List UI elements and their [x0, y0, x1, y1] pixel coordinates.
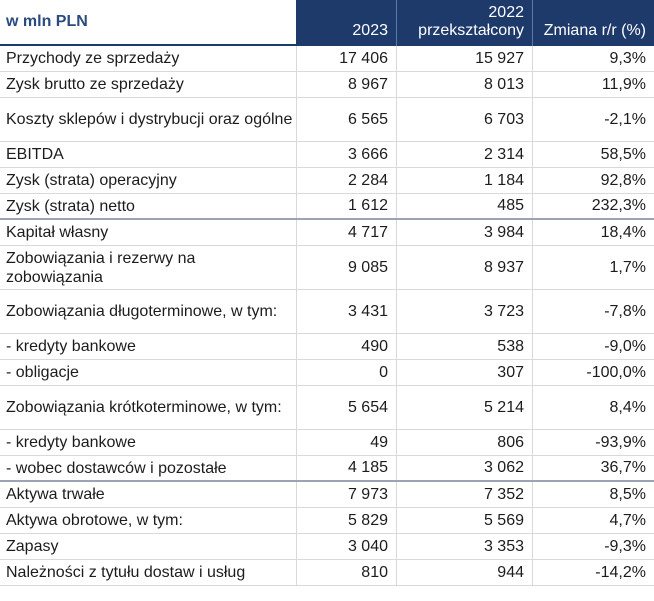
value-2023: 17 406: [296, 46, 396, 71]
table-row: EBITDA 3 666 2 314 58,5%: [0, 142, 654, 168]
table-row: Zobowiązania długoterminowe, w tym: 3 43…: [0, 290, 654, 334]
row-label: Koszty sklepów i dystrybucji oraz ogólne: [6, 111, 293, 128]
table-row: Przychody ze sprzedaży 17 406 15 927 9,3…: [0, 46, 654, 72]
value-2022: 1 184: [396, 168, 532, 193]
value-change: 1,7%: [532, 246, 654, 289]
value-2022: 6 703: [396, 98, 532, 141]
table-header: w mln PLN 2023 2022 przekształcony Zmiana…: [0, 0, 654, 46]
value-2023: 4 185: [296, 456, 396, 480]
value-change: -14,2%: [532, 560, 654, 585]
value-change: 9,3%: [532, 46, 654, 71]
value-change: -93,9%: [532, 430, 654, 455]
value-2022: 15 927: [396, 46, 532, 71]
value-change: 36,7%: [532, 456, 654, 480]
value-2023: 1 612: [296, 194, 396, 218]
value-2023: 9 085: [296, 246, 396, 289]
row-label: - kredyty bankowe: [6, 338, 136, 355]
row-label: Zysk brutto ze sprzedaży: [6, 76, 184, 93]
value-change: 92,8%: [532, 168, 654, 193]
value-2022: 538: [396, 334, 532, 359]
value-2023: 8 967: [296, 72, 396, 97]
value-2022: 8 013: [396, 72, 532, 97]
table-row: - obligacje 0 307 -100,0%: [0, 360, 654, 386]
table-row: Zysk (strata) netto 1 612 485 232,3%: [0, 194, 654, 220]
value-2022: 3 062: [396, 456, 532, 480]
row-label: Aktywa trwałe: [6, 486, 105, 503]
value-2023: 6 565: [296, 98, 396, 141]
value-change: 58,5%: [532, 142, 654, 167]
row-label: Zobowiązania i rezerwy na zobowiązania: [6, 249, 196, 286]
table-row: - kredyty bankowe 49 806 -93,9%: [0, 430, 654, 456]
value-2023: 49: [296, 430, 396, 455]
table-row: Należności z tytułu dostaw i usług 810 9…: [0, 560, 654, 586]
value-2023: 3 040: [296, 534, 396, 559]
financial-table: w mln PLN 2023 2022 przekształcony Zmiana…: [0, 0, 654, 586]
table-row: Zysk brutto ze sprzedaży 8 967 8 013 11,…: [0, 72, 654, 98]
row-label: Przychody ze sprzedaży: [6, 50, 180, 67]
table-row: Zobowiązania i rezerwy na zobowiązania 9…: [0, 246, 654, 290]
value-2022: 3 353: [396, 534, 532, 559]
column-header-2022: 2022 przekształcony: [396, 0, 532, 46]
column-header-2022-note: przekształcony: [418, 22, 524, 39]
value-change: -9,3%: [532, 534, 654, 559]
value-change: 11,9%: [532, 72, 654, 97]
value-change: -9,0%: [532, 334, 654, 359]
value-2022: 485: [396, 194, 532, 218]
table-row: - wobec dostawców i pozostałe 4 185 3 06…: [0, 456, 654, 482]
table-row: Zysk (strata) operacyjny 2 284 1 184 92,…: [0, 168, 654, 194]
table-row: Kapitał własny 4 717 3 984 18,4%: [0, 220, 654, 246]
table-row: Koszty sklepów i dystrybucji oraz ogólne…: [0, 98, 654, 142]
value-2023: 5 829: [296, 508, 396, 533]
value-2022: 3 984: [396, 220, 532, 245]
row-label: Zysk (strata) netto: [6, 197, 135, 215]
value-2023: 0: [296, 360, 396, 385]
value-change: 4,7%: [532, 508, 654, 533]
column-header-change: Zmiana r/r (%): [532, 0, 654, 46]
table-row: Zapasy 3 040 3 353 -9,3%: [0, 534, 654, 560]
column-header-2023: 2023: [296, 0, 396, 46]
unit-label: w mln PLN: [0, 0, 296, 46]
row-label: Kapitał własny: [6, 224, 109, 241]
value-2022: 307: [396, 360, 532, 385]
row-label: Aktywa obrotowe, w tym:: [6, 512, 183, 529]
column-header-2022-year: 2022: [488, 4, 524, 21]
value-2022: 806: [396, 430, 532, 455]
table-row: Aktywa trwałe 7 973 7 352 8,5%: [0, 482, 654, 508]
value-2022: 2 314: [396, 142, 532, 167]
value-2023: 810: [296, 560, 396, 585]
value-2023: 5 654: [296, 386, 396, 429]
value-2022: 944: [396, 560, 532, 585]
table-row: Zobowiązania krótkoterminowe, w tym: 5 6…: [0, 386, 654, 430]
value-2023: 7 973: [296, 482, 396, 507]
value-2022: 3 723: [396, 290, 532, 333]
row-label: Zobowiązania długoterminowe, w tym:: [6, 303, 278, 320]
value-change: 8,4%: [532, 386, 654, 429]
value-2022: 8 937: [396, 246, 532, 289]
row-label: - wobec dostawców i pozostałe: [6, 459, 227, 477]
value-2023: 3 666: [296, 142, 396, 167]
row-label: Zysk (strata) operacyjny: [6, 172, 177, 189]
row-label: Należności z tytułu dostaw i usług: [6, 564, 246, 581]
row-label: - obligacje: [6, 364, 79, 381]
row-label: Zapasy: [6, 538, 59, 555]
value-2022: 5 214: [396, 386, 532, 429]
value-2023: 2 284: [296, 168, 396, 193]
value-change: -7,8%: [532, 290, 654, 333]
value-2022: 7 352: [396, 482, 532, 507]
row-label: - kredyty bankowe: [6, 434, 136, 451]
value-2023: 4 717: [296, 220, 396, 245]
value-2023: 3 431: [296, 290, 396, 333]
value-2023: 490: [296, 334, 396, 359]
value-change: -2,1%: [532, 98, 654, 141]
value-change: 8,5%: [532, 482, 654, 507]
row-label: Zobowiązania krótkoterminowe, w tym:: [6, 399, 282, 416]
table-row: Aktywa obrotowe, w tym: 5 829 5 569 4,7%: [0, 508, 654, 534]
value-change: 232,3%: [532, 194, 654, 218]
value-change: 18,4%: [532, 220, 654, 245]
value-2022: 5 569: [396, 508, 532, 533]
table-row: - kredyty bankowe 490 538 -9,0%: [0, 334, 654, 360]
value-change: -100,0%: [532, 360, 654, 385]
row-label: EBITDA: [6, 146, 64, 163]
